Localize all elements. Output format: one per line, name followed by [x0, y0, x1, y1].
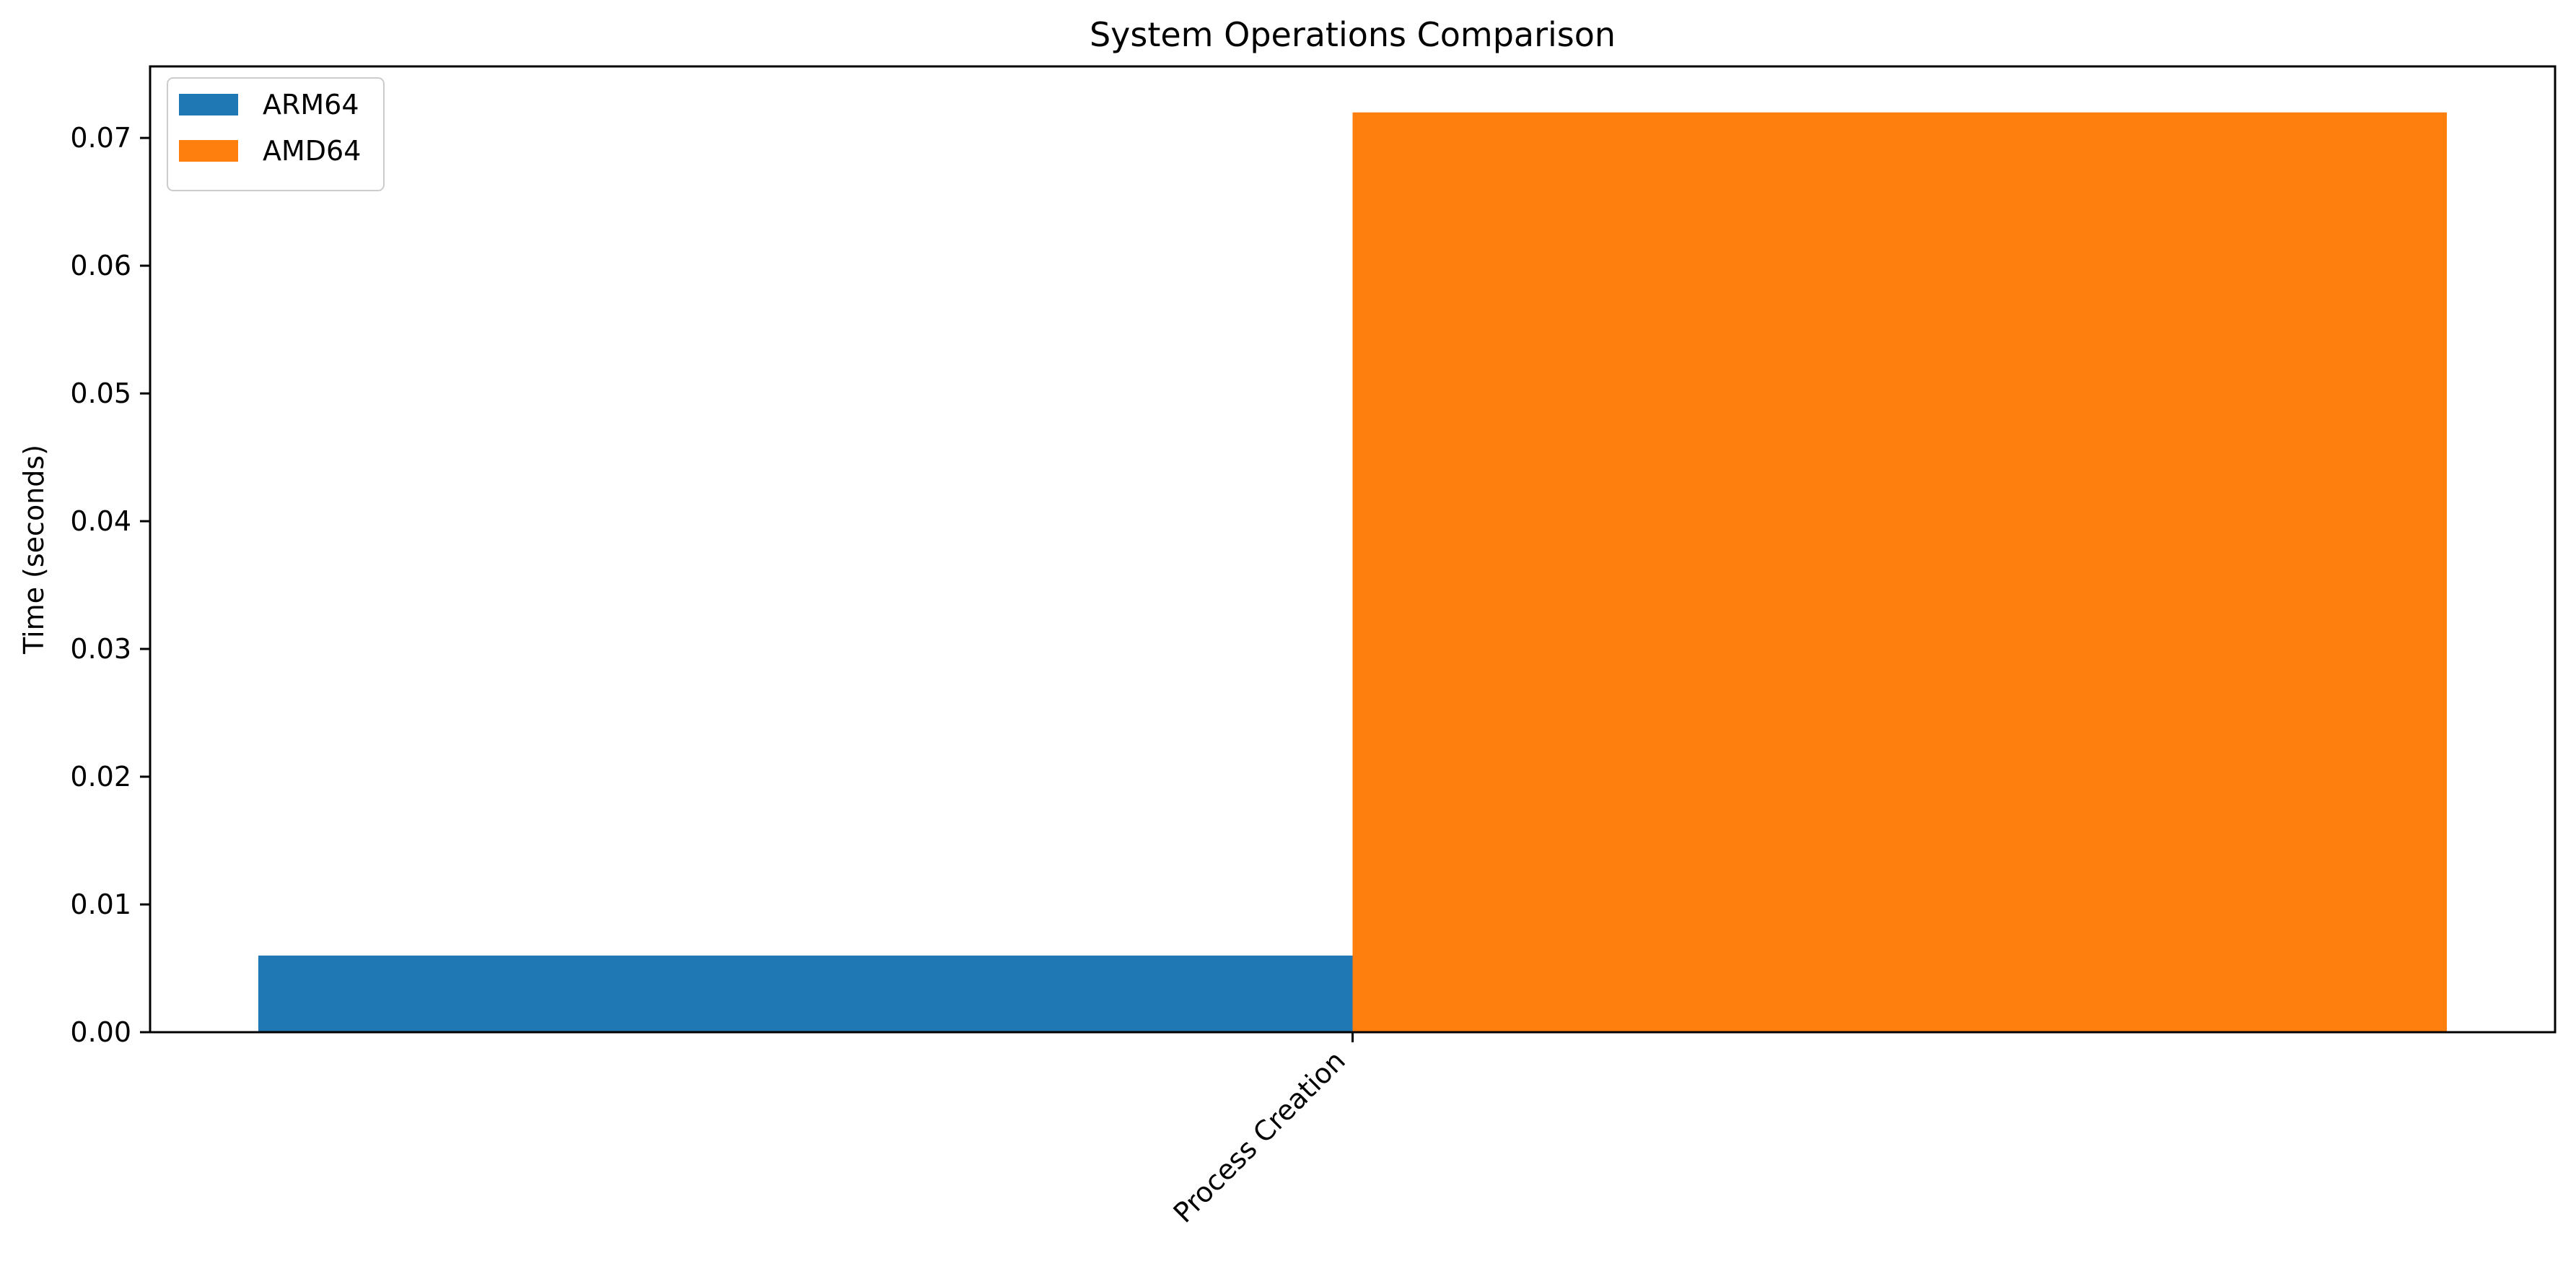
y-tick-label: 0.06: [70, 250, 131, 282]
y-tick-label: 0.01: [70, 889, 131, 920]
legend-label-arm64: ARM64: [263, 89, 359, 121]
bar-arm64-process-creation: [258, 955, 1353, 1032]
bar-amd64-process-creation: [1352, 112, 2447, 1033]
y-axis-label: Time (seconds): [18, 445, 50, 655]
legend-label-amd64: AMD64: [263, 135, 361, 167]
y-tick-label: 0.04: [70, 505, 131, 537]
legend: ARM64 AMD64: [167, 77, 385, 191]
legend-swatch-arm64: [179, 94, 238, 115]
plot-area-frame: [149, 65, 2557, 1034]
y-tick-label: 0.07: [70, 122, 131, 154]
y-tick-label: 0.05: [70, 378, 131, 409]
y-tick-label: 0.00: [70, 1016, 131, 1048]
legend-swatch-amd64: [179, 140, 238, 162]
y-axis-ticks: 0.00 0.01 0.02 0.03 0.04 0.05 0.06 0.07: [70, 122, 150, 1048]
bars-layer: [258, 112, 2447, 1033]
y-tick-label: 0.02: [70, 761, 131, 793]
y-tick-label: 0.03: [70, 633, 131, 665]
chart-title: System Operations Comparison: [1090, 15, 1616, 54]
